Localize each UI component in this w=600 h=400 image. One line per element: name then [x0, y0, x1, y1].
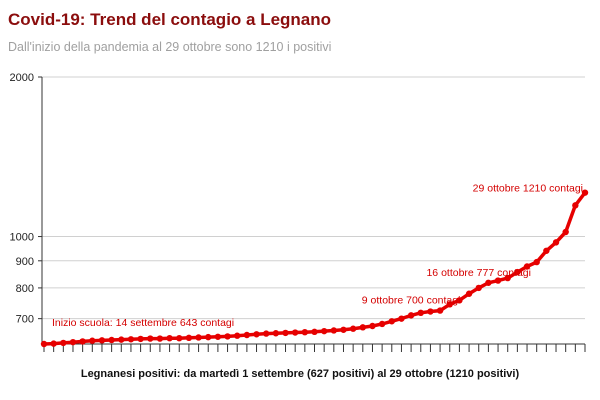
data-point — [137, 335, 144, 343]
data-point — [156, 335, 164, 342]
data-point — [340, 326, 347, 333]
annotation-label: 9 ottobre 700 contagi — [362, 294, 461, 306]
data-point — [60, 339, 67, 347]
data-point — [147, 335, 154, 342]
y-tick-label: 800 — [16, 283, 34, 295]
data-point — [543, 247, 550, 254]
annotation-label: Inizio scuola: 14 settembre 643 contagi — [52, 317, 234, 329]
data-point — [417, 309, 424, 317]
annotation-label: 16 ottobre 777 contagi — [426, 267, 531, 279]
data-point — [475, 284, 482, 292]
data-point — [311, 328, 318, 336]
data-point — [262, 330, 270, 337]
data-point — [514, 268, 521, 276]
data-point — [456, 297, 463, 304]
data-point — [127, 336, 135, 343]
data-point — [118, 336, 125, 343]
data-point — [98, 337, 106, 344]
data-point — [523, 263, 531, 270]
axis-layer: 700 800 900 1000 2000 — [10, 72, 586, 352]
data-point — [50, 340, 57, 347]
data-point — [40, 340, 48, 348]
data-point — [282, 329, 289, 337]
data-point — [562, 228, 569, 236]
data-point — [205, 333, 212, 341]
x-axis-label: Legnanesi positivi: da martedì 1 settemb… — [80, 368, 520, 380]
data-point — [369, 322, 376, 330]
chart-subtitle: Dall'inizio della pandemia al 29 ottobre… — [8, 40, 332, 54]
data-point — [581, 189, 589, 196]
data-point — [108, 336, 115, 344]
data-point — [378, 320, 386, 328]
data-point — [89, 337, 96, 344]
data-point — [436, 307, 444, 314]
data-point — [533, 258, 540, 266]
y-tick-label: 1000 — [10, 232, 34, 244]
data-point — [195, 334, 202, 341]
data-point — [166, 334, 173, 342]
annotation-label: 29 ottobre 1210 contagi — [473, 183, 583, 195]
data-point — [243, 331, 251, 339]
data-point — [388, 318, 395, 325]
data-point — [291, 329, 299, 336]
data-point — [79, 338, 86, 345]
data-point — [330, 327, 338, 334]
data-point — [301, 328, 309, 336]
y-tick-label: 2000 — [10, 72, 34, 84]
data-point — [349, 325, 357, 332]
data-point — [320, 327, 328, 335]
series-layer — [40, 189, 589, 348]
data-point — [504, 274, 511, 282]
data-point — [485, 279, 492, 286]
data-point — [359, 324, 367, 331]
data-point — [253, 331, 260, 338]
annotation-layer: Inizio scuola: 14 settembre 643 contagi 9… — [52, 183, 583, 330]
data-point — [224, 333, 231, 340]
data-point — [427, 308, 434, 315]
data-point — [234, 332, 241, 339]
data-point — [185, 334, 193, 342]
y-tick-label: 700 — [16, 314, 34, 326]
data-point — [272, 330, 280, 337]
chart-title: Covid-19: Trend del contagio a Legnano — [8, 10, 332, 29]
data-point — [69, 338, 77, 346]
data-point — [214, 333, 222, 340]
data-point — [176, 334, 183, 342]
y-tick-label: 900 — [16, 256, 34, 268]
data-point — [494, 277, 502, 284]
data-point — [572, 202, 579, 209]
data-point — [407, 312, 415, 319]
grid-layer — [42, 76, 585, 320]
data-point — [465, 290, 473, 297]
data-point — [446, 301, 453, 308]
data-point — [552, 239, 560, 246]
data-point — [398, 315, 405, 322]
